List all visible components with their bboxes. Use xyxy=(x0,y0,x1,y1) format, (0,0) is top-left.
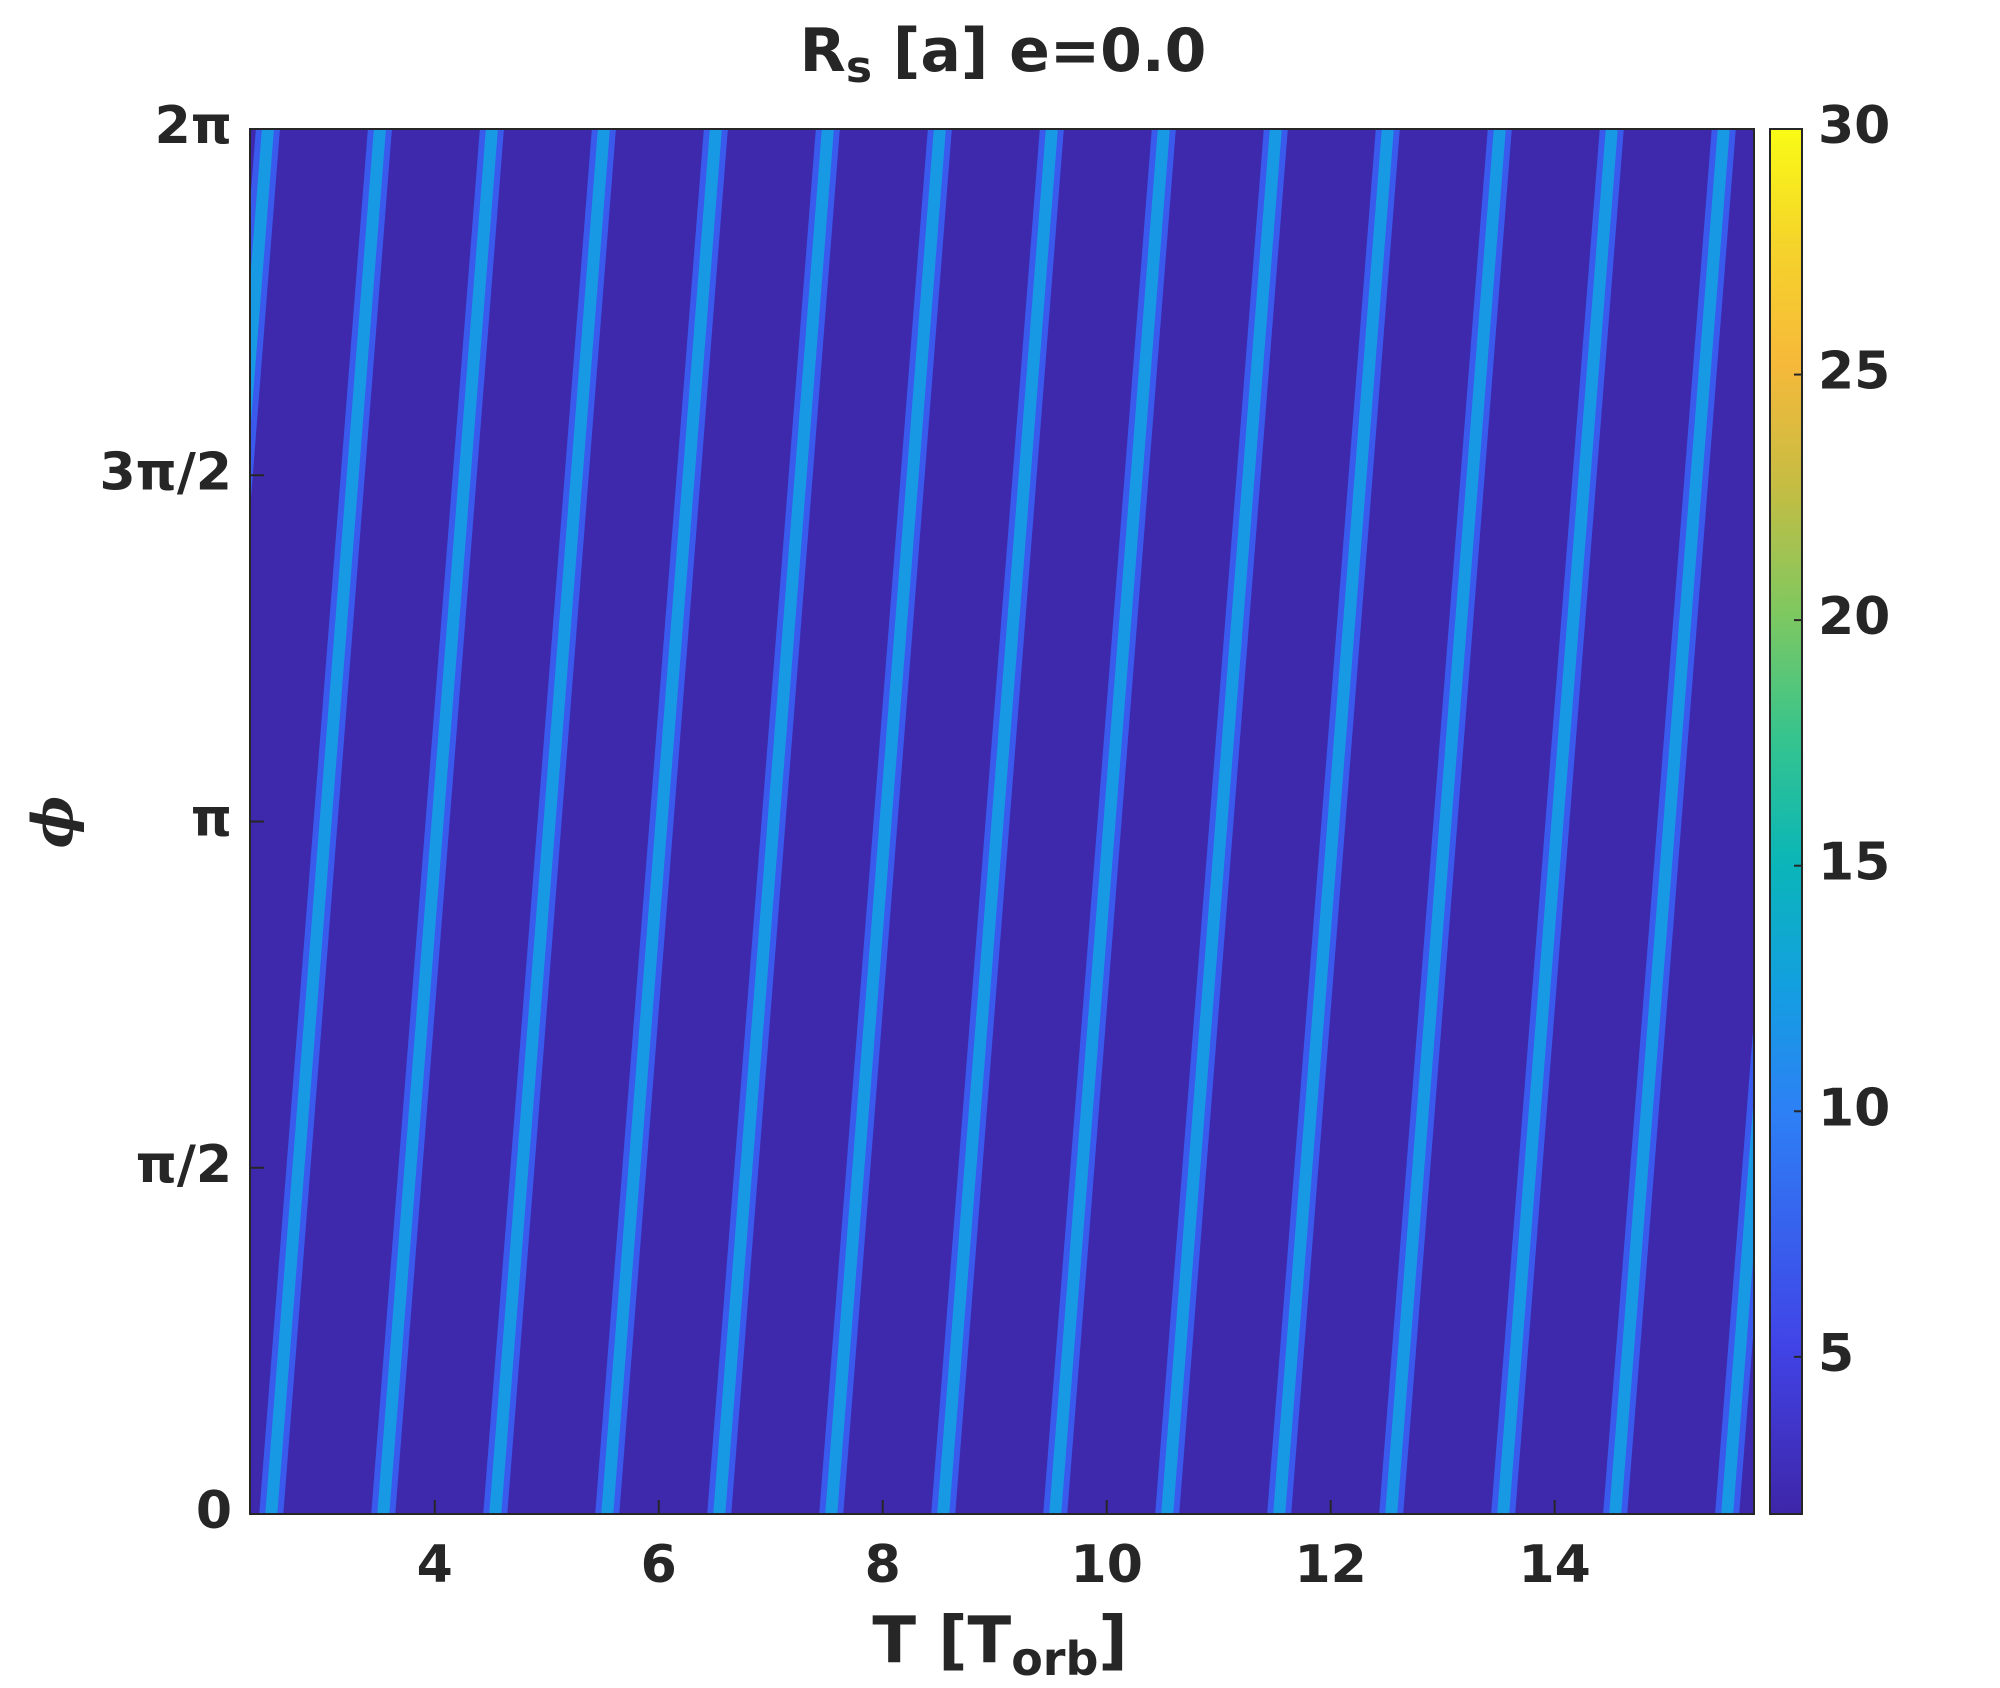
x-axis-label: T [Torb] xyxy=(872,1604,1127,1686)
heatmap-stripe xyxy=(1161,129,1282,1514)
colorbar-tick-label: 15 xyxy=(1818,833,1890,893)
heatmap-stripe xyxy=(377,129,498,1514)
x-tick-label: 12 xyxy=(1294,1535,1366,1595)
heatmap-stripe xyxy=(1609,129,1730,1514)
heatmap-stripe xyxy=(937,129,1058,1514)
colorbar-tick-label: 20 xyxy=(1818,587,1890,647)
x-tick-label: 6 xyxy=(641,1535,677,1595)
heatmap-stripe xyxy=(489,129,610,1514)
colorbar-tick-label: 25 xyxy=(1818,342,1890,402)
y-tick-label: 0 xyxy=(196,1481,232,1541)
colorbar xyxy=(1769,128,1803,1515)
y-axis-label: ϕ xyxy=(21,796,87,849)
colorbar-tick-label: 5 xyxy=(1818,1324,1854,1384)
heatmap-stripe xyxy=(1385,129,1506,1514)
heatmap-stripe xyxy=(825,129,946,1514)
heatmap-stripe xyxy=(1049,129,1170,1514)
x-tick-label: 14 xyxy=(1518,1535,1590,1595)
x-tick-label: 10 xyxy=(1071,1535,1143,1595)
chart-title: Rs [a] e=0.0 xyxy=(800,16,1207,93)
colorbar-tick-label: 30 xyxy=(1818,96,1890,156)
heatmap-stripe xyxy=(601,129,722,1514)
axes: 4 6 8 10 12 14 0 π/2 π 3π/2 2π 5 10 15 20 25 30 xyxy=(100,96,1891,1595)
y-tick-label: 3π/2 xyxy=(100,442,233,502)
heatmap-stripe xyxy=(265,129,386,1514)
colorbar-tick-label: 10 xyxy=(1818,1078,1890,1138)
y-tick-label: 2π xyxy=(155,96,232,156)
heatmap-stripe xyxy=(713,129,834,1514)
y-tick-label: π xyxy=(191,789,232,849)
x-tick-label: 4 xyxy=(417,1535,453,1595)
y-tick-label: π/2 xyxy=(136,1135,232,1195)
heatmap-stripe xyxy=(1497,129,1618,1514)
plot-area xyxy=(250,129,1754,1514)
x-tick-label: 8 xyxy=(865,1535,901,1595)
heatmap-stripe xyxy=(1273,129,1394,1514)
heatmap-stripe xyxy=(1721,1094,1754,1514)
